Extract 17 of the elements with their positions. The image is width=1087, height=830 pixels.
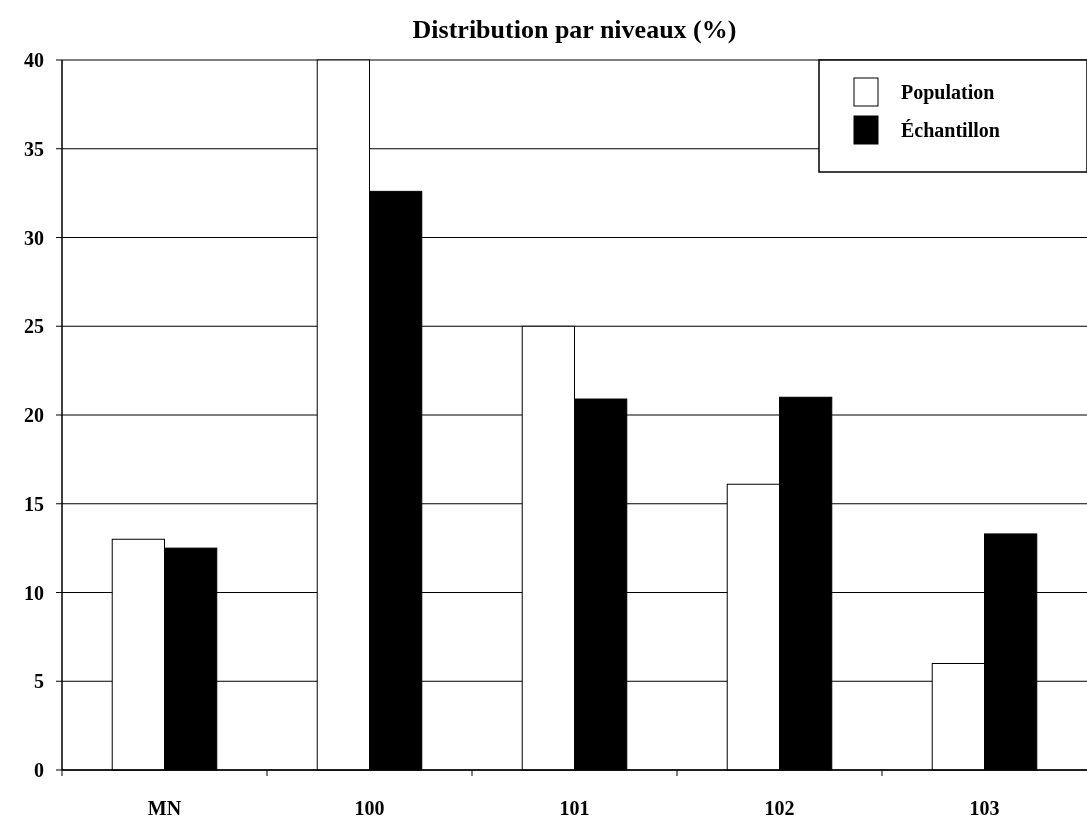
y-tick-label: 30	[24, 226, 44, 249]
legend-label: Échantillon	[901, 119, 1000, 141]
x-tick-label: 101	[559, 797, 590, 819]
x-tick-label: 100	[354, 797, 385, 819]
y-tick-label: 5	[34, 670, 44, 693]
y-tick-label: 40	[24, 49, 44, 71]
chart-title: Distribution par niveaux (%)	[412, 15, 737, 44]
y-tick-label: 20	[24, 404, 44, 426]
x-tick-label: 102	[764, 797, 795, 819]
x-tick-label: MN	[147, 797, 182, 819]
y-tick-label: 10	[24, 581, 44, 604]
x-tick-label: 103	[969, 797, 1000, 819]
y-tick-label: 35	[24, 137, 44, 160]
y-tick-label: 15	[24, 492, 44, 515]
legend-label: Population	[901, 81, 995, 104]
y-tick-label: 0	[34, 759, 44, 781]
y-tick-label: 25	[24, 315, 44, 338]
